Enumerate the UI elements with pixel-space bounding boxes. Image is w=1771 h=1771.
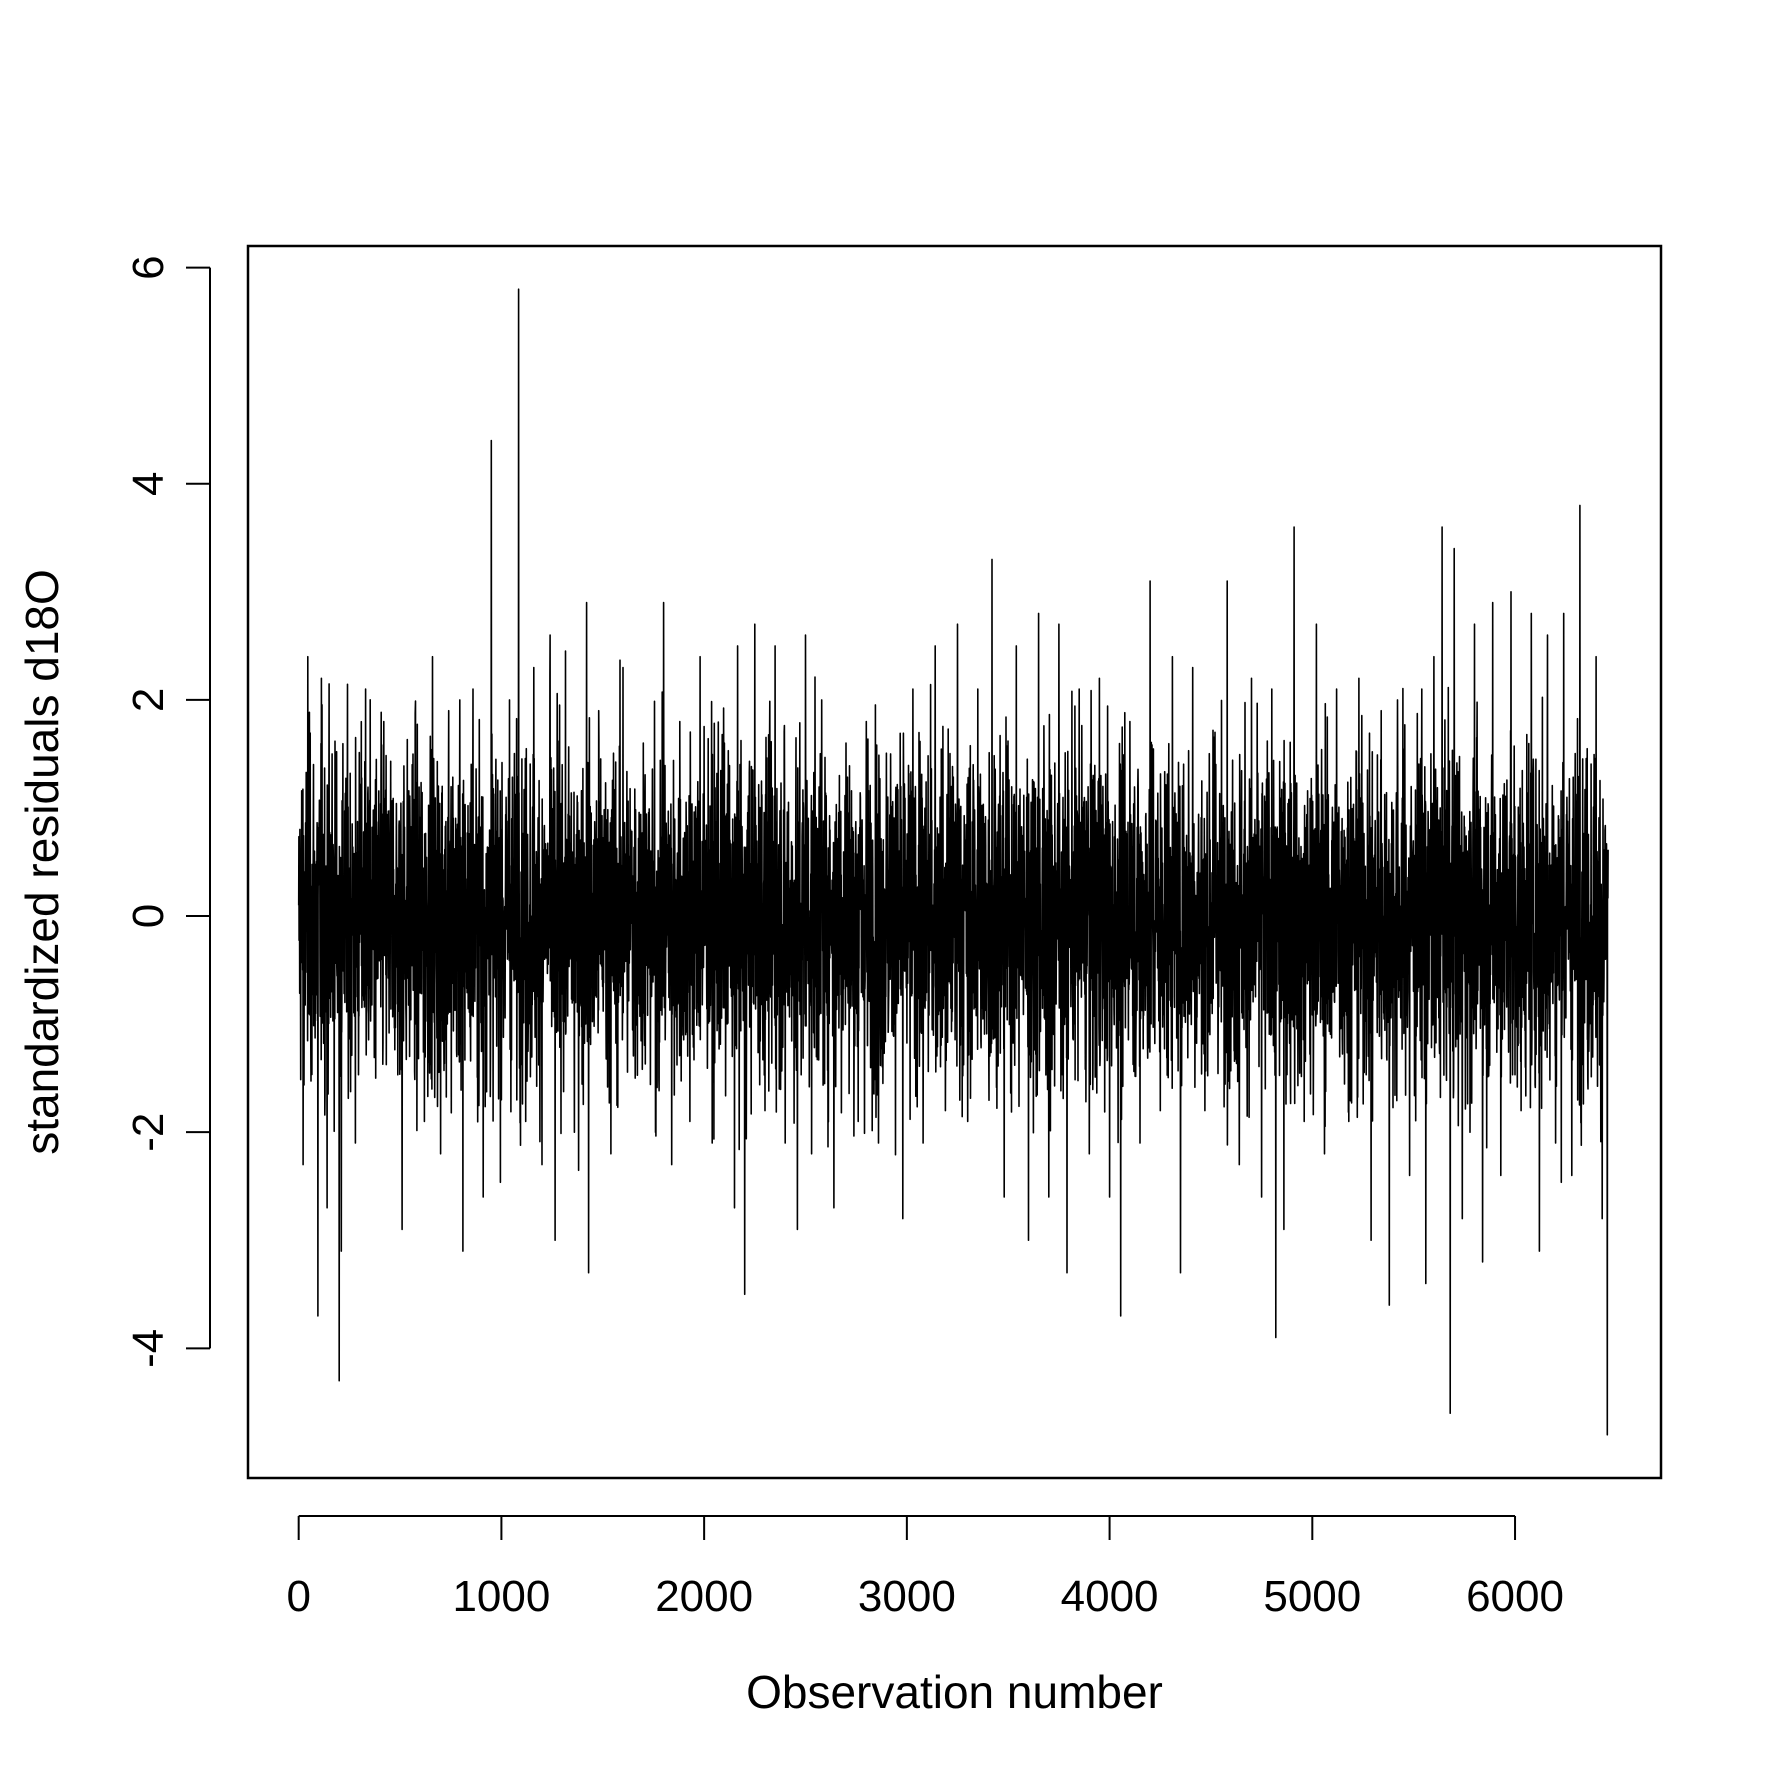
x-tick-label: 2000 (655, 1572, 753, 1621)
series-line (297, 288, 1609, 1436)
x-tick-label: 6000 (1466, 1572, 1564, 1621)
x-tick-label: 0 (286, 1572, 310, 1621)
y-tick-label: 2 (124, 688, 173, 712)
y-tick-label: -2 (124, 1113, 173, 1152)
y-axis-label: standardized residuals d18O (16, 569, 68, 1155)
x-axis: 0 1000 2000 3000 4000 5000 6000 (286, 1515, 1564, 1621)
y-tick-label: 6 (124, 255, 173, 279)
x-tick-label: 4000 (1061, 1572, 1159, 1621)
series-layer (297, 288, 1609, 1436)
x-tick-label: 1000 (452, 1572, 550, 1621)
x-tick-label: 3000 (858, 1572, 956, 1621)
plot-area-frame (246, 244, 1663, 1480)
y-tick-label: -4 (124, 1329, 173, 1368)
y-tick-label: 0 (124, 904, 173, 928)
y-axis: -4 -2 0 2 4 6 (124, 255, 211, 1368)
x-tick-label: 5000 (1263, 1572, 1361, 1621)
x-axis-label: Observation number (746, 1666, 1163, 1718)
y-tick-label: 4 (124, 472, 173, 496)
